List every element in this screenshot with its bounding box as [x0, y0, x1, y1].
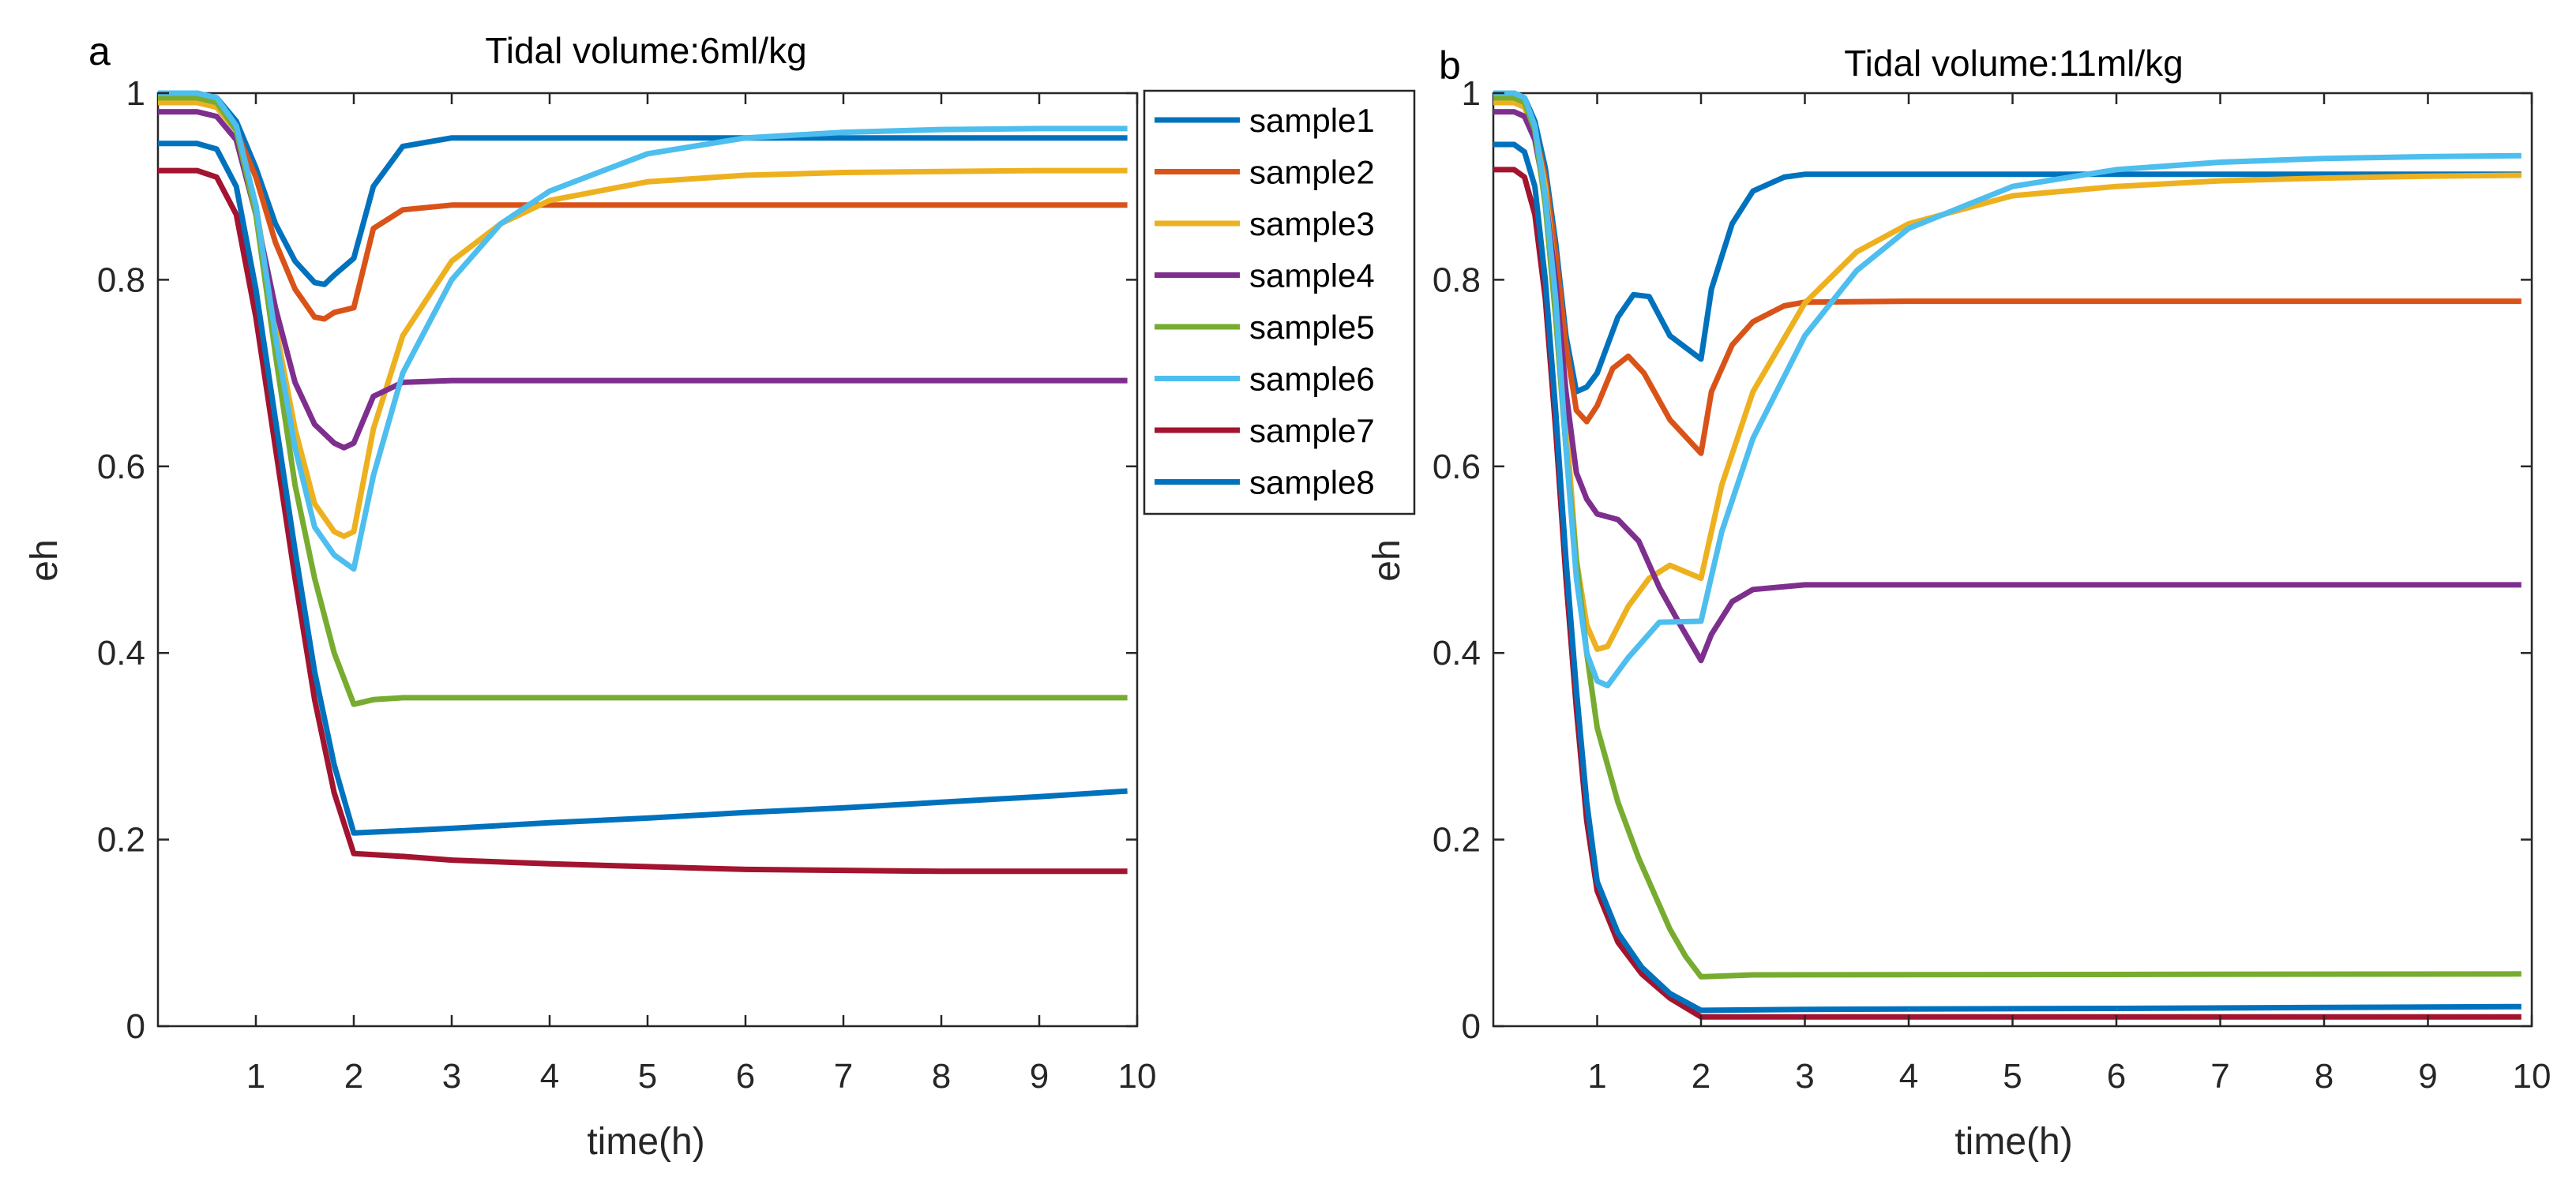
plot-area — [156, 92, 1139, 1028]
y-tick-label: 0.6 — [1433, 448, 1481, 486]
y-tick-label: 0 — [126, 1007, 145, 1046]
chart-title-b: Tidal volume:11ml/kg — [1844, 43, 2184, 84]
x-tick-label: 10 — [2513, 1057, 2552, 1096]
x-tick-label: 2 — [344, 1057, 363, 1096]
series-line-sample6 — [1493, 90, 2522, 689]
chart-title-a: Tidal volume:6ml/kg — [485, 30, 806, 71]
x-tick-label: 4 — [540, 1057, 559, 1096]
panel-label-a: a — [88, 29, 111, 73]
y-tick-label: 0.2 — [97, 821, 145, 860]
y-tick-label: 0.8 — [97, 260, 145, 299]
panel-label-b: b — [1439, 43, 1461, 88]
x-tick-label: 3 — [1795, 1057, 1814, 1096]
legend-label: sample5 — [1249, 309, 1375, 346]
x-tick-label: 10 — [1118, 1057, 1157, 1096]
y-tick-label: 0.8 — [1433, 260, 1481, 299]
series-line-sample4 — [158, 109, 1128, 451]
plot-area — [1492, 92, 2533, 1028]
x-tick-label: 3 — [442, 1057, 461, 1096]
series-line-sample8 — [1493, 141, 2522, 1014]
y-tick-label: 0 — [1462, 1007, 1481, 1046]
y-axis-label-a: eh — [24, 539, 66, 581]
legend-label: sample8 — [1249, 464, 1375, 501]
legend-item-sample2: sample2 — [1155, 154, 1375, 191]
x-axis-label-a: time(h) — [587, 1121, 704, 1163]
x-tick-label: 5 — [638, 1057, 657, 1096]
legend-item-sample5: sample5 — [1155, 309, 1375, 346]
panel-b: b Tidal volume:11ml/kg time(h) eh 1 2 3 4 5 6… — [1366, 43, 2551, 1163]
x-tick-label: 1 — [1587, 1057, 1606, 1096]
legend-label: sample7 — [1249, 412, 1375, 449]
x-tick-label: 8 — [932, 1057, 951, 1096]
legend-label: sample1 — [1249, 102, 1375, 139]
series-line-sample6 — [158, 90, 1128, 572]
series-lines — [1493, 90, 2522, 1020]
legend-item-sample1: sample1 — [1155, 102, 1375, 139]
x-tick-label: 7 — [2210, 1057, 2229, 1096]
series-line-sample7 — [158, 167, 1128, 875]
x-tick-label: 1 — [246, 1057, 265, 1096]
x-tick-label: 4 — [1899, 1057, 1918, 1096]
legend-label: sample3 — [1249, 205, 1375, 242]
legend-item-sample7: sample7 — [1155, 412, 1375, 449]
x-tick-label: 5 — [2003, 1057, 2022, 1096]
x-axis-label-b: time(h) — [1955, 1121, 2072, 1163]
x-tick-label: 6 — [736, 1057, 755, 1096]
x-tick-label: 9 — [2418, 1057, 2437, 1096]
series-line-sample8 — [158, 141, 1128, 836]
x-tick-label: 7 — [834, 1057, 853, 1096]
x-tick-label: 6 — [2107, 1057, 2126, 1096]
legend: sample1 sample2 sample3 sample4 sample5 sampl… — [1143, 89, 1416, 515]
legend-item-sample3: sample3 — [1155, 205, 1375, 242]
y-tick-label: 0.2 — [1433, 821, 1481, 860]
y-tick-label: 1 — [1462, 74, 1481, 113]
series-lines — [158, 90, 1128, 875]
x-tick-label: 9 — [1030, 1057, 1049, 1096]
legend-item-sample6: sample6 — [1155, 361, 1375, 398]
x-tick-label: 2 — [1692, 1057, 1710, 1096]
legend-item-sample8: sample8 — [1155, 464, 1375, 501]
x-tick-label: 8 — [2315, 1057, 2334, 1096]
legend-item-sample4: sample4 — [1155, 257, 1375, 294]
legend-box — [1143, 89, 1416, 515]
y-tick-label: 0.4 — [1433, 634, 1481, 673]
legend-label: sample6 — [1249, 361, 1375, 398]
legend-label: sample4 — [1249, 257, 1375, 294]
y-axis-label-b: eh — [1366, 539, 1408, 581]
legend-label: sample2 — [1249, 154, 1375, 191]
y-tick-label: 0.4 — [97, 634, 145, 673]
y-tick-label: 0.6 — [97, 448, 145, 486]
panel-a: a Tidal volume:6ml/kg time(h) eh 1 2 3 4 5 6 7… — [24, 29, 1156, 1163]
y-tick-label: 1 — [126, 74, 145, 113]
